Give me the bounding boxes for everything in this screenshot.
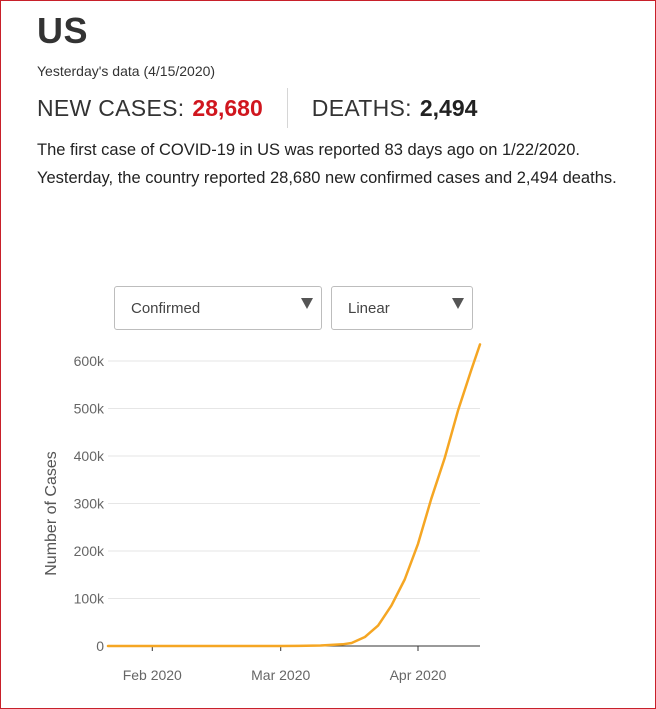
deaths-label: DEATHS: [311,94,412,121]
scale-select[interactable]: Linear [331,286,473,330]
summary-line-2: Yesterday, the country reported 28,680 n… [37,169,617,187]
stats-divider [286,88,288,128]
summary-line-1: The first case of COVID-19 in US was rep… [37,141,580,159]
new-cases-value: 28,680 [192,94,263,121]
y-tick-label: 0 [96,638,104,654]
metric-select-value: Confirmed [131,300,201,317]
summary-text: The first case of COVID-19 in US was rep… [37,136,647,192]
metric-select[interactable]: Confirmed [114,286,322,330]
y-tick-label: 600k [74,353,105,369]
y-axis-title: Number of Cases [43,451,60,576]
new-cases-label: NEW CASES: [37,94,185,121]
dropdown-arrow-icon [452,298,464,309]
cases-line-chart: 0 100k 200k 300k 400k 500k 600k Feb 2020 Mar 202… [43,343,482,683]
x-tick-label: Mar 2020 [251,667,310,683]
x-tick-label: Feb 2020 [123,667,182,683]
x-tick-label: Apr 2020 [390,667,447,683]
y-tick-label: 500k [74,401,105,417]
y-tick-label: 100k [74,591,105,607]
data-date-subtitle: Yesterday's data (4/15/2020) [37,63,216,79]
scale-select-value: Linear [348,300,390,317]
y-tick-label: 300k [74,496,105,512]
y-tick-label: 400k [74,448,105,464]
confirmed-cases-line [106,343,482,648]
dropdown-arrow-icon [301,298,313,309]
page-title: US [37,10,89,51]
y-tick-label: 200k [74,543,105,559]
stats-row: NEW CASES: 28,680 DEATHS: 2,494 [37,88,477,128]
deaths-value: 2,494 [419,94,478,121]
